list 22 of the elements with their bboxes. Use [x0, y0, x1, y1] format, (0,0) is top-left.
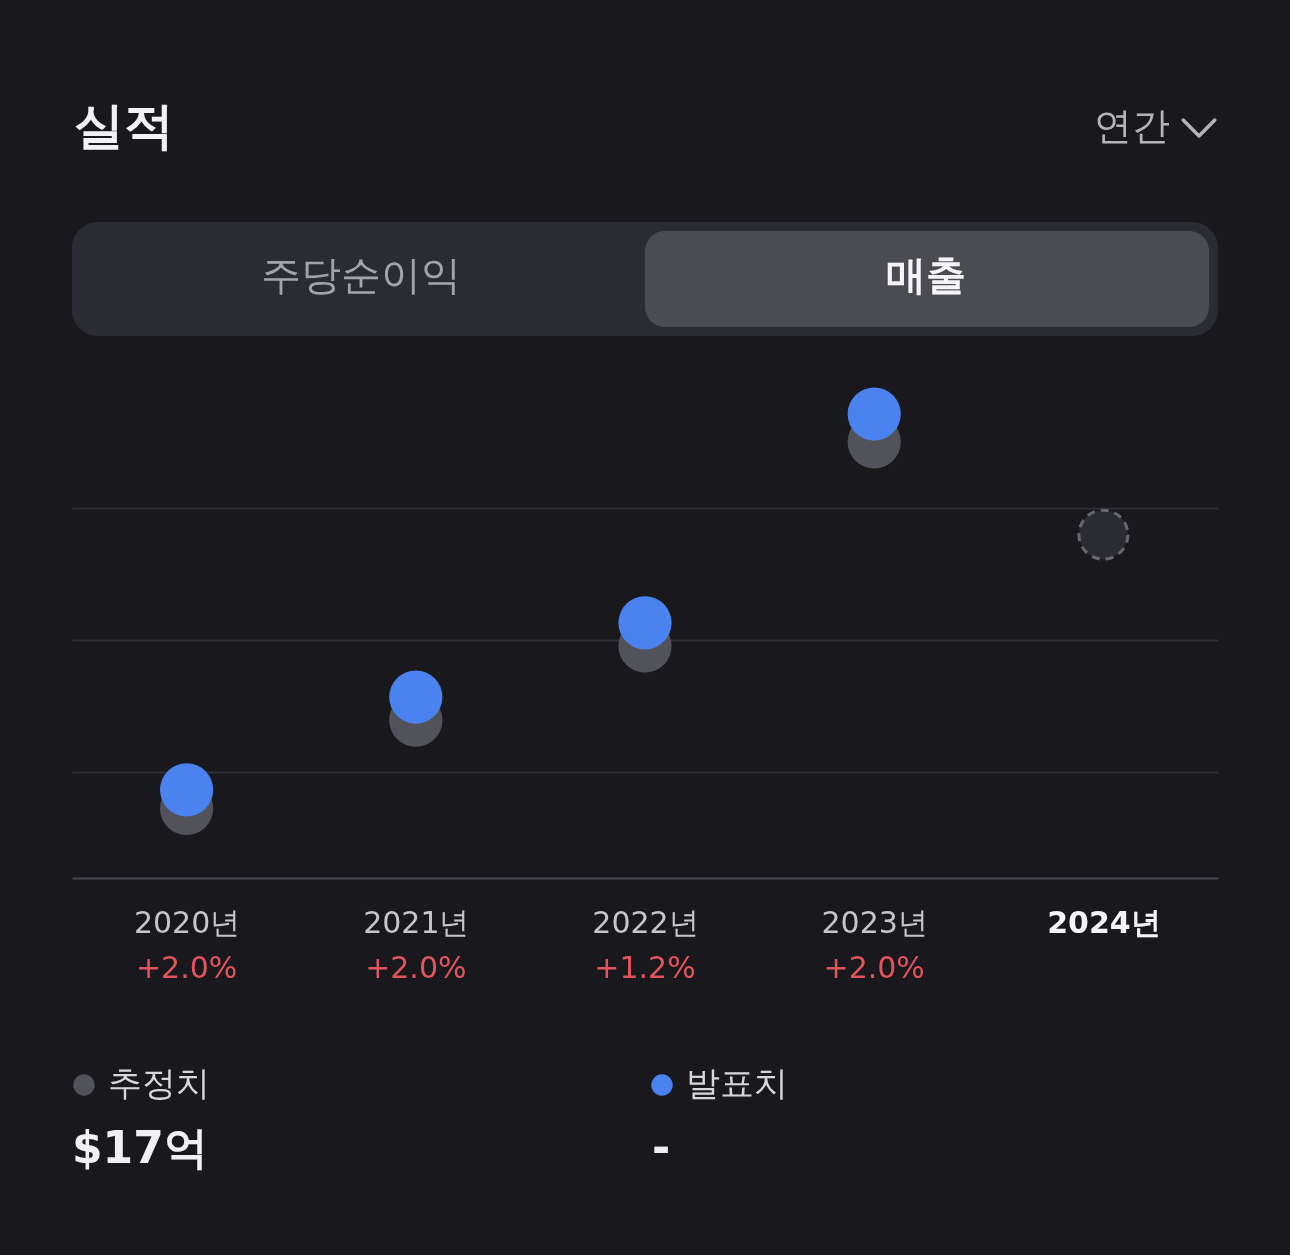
text: +2.0% [823, 950, 925, 985]
legend-label: 발표치 [686, 1063, 788, 1103]
text: +1.2% [594, 950, 696, 985]
point [1077, 508, 1130, 561]
x-tick-label: 2021년 [363, 904, 470, 940]
point [847, 387, 901, 441]
chart-title: 실적 [74, 97, 174, 155]
text: +2.0% [365, 950, 467, 985]
x-tick-label: 2023년 [821, 904, 928, 940]
text: 연간 [1094, 104, 1170, 148]
text: - [652, 1122, 671, 1173]
text: 주당순이익 [261, 252, 461, 298]
point [160, 763, 214, 817]
point [618, 596, 672, 650]
text: 매출 [886, 252, 966, 298]
x-tick-label: 2020년 [133, 904, 241, 940]
point [389, 670, 443, 724]
legend-label: 추정치 [108, 1063, 210, 1103]
text: +2.0% [135, 950, 238, 985]
text: $17억 [72, 1122, 208, 1173]
x-tick-label: 2022년 [592, 904, 699, 940]
x-tick-label: 2024년 [1047, 904, 1161, 940]
